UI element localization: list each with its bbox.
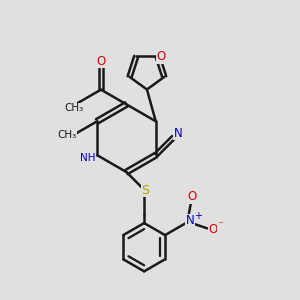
Text: S: S [142, 184, 150, 197]
Text: +: + [194, 211, 202, 221]
Text: O: O [96, 55, 106, 68]
Text: NH: NH [80, 152, 95, 163]
Text: N: N [173, 127, 182, 140]
Text: CH₃: CH₃ [65, 103, 84, 113]
Text: O: O [208, 223, 218, 236]
Text: CH₃: CH₃ [58, 130, 77, 140]
Text: O: O [157, 50, 166, 63]
Text: ⁻: ⁻ [218, 220, 223, 230]
Text: O: O [187, 190, 196, 203]
Text: N: N [186, 214, 194, 227]
